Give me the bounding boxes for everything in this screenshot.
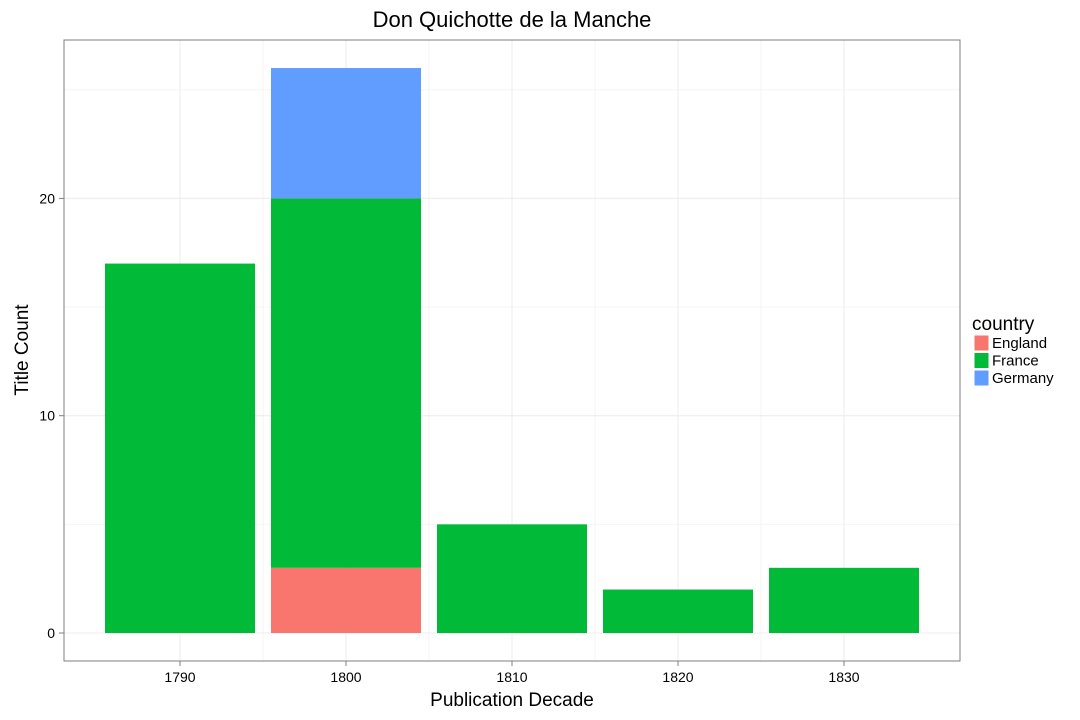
x-tick-label: 1810 [496,669,527,685]
bar-1830-france [769,567,919,633]
bar-1800-germany [271,68,421,199]
legend-label-germany: Germany [992,370,1054,387]
y-tick-label: 0 [47,625,55,641]
x-tick-label: 1830 [828,669,859,685]
x-tick-label: 1820 [662,669,693,685]
legend-swatch-england [973,334,990,352]
y-tick-label: 10 [39,408,55,424]
y-tick-label: 20 [39,190,55,206]
legend-label-france: France [992,353,1039,370]
y-axis-title: Title Count [12,304,33,396]
bar-1800-england [271,567,421,633]
bars [105,68,919,633]
bar-1810-france [437,524,587,633]
legend-swatch-france [973,352,990,369]
x-tick-label: 1790 [164,669,195,685]
legend-title: country [972,314,1035,335]
legend-swatch-germany [973,369,990,387]
x-axis-title: Publication Decade [430,690,594,711]
legend-label-england: England [992,335,1047,352]
x-tick-label: 1800 [330,669,361,685]
bar-1800-france [271,198,421,568]
bar-1820-france [603,589,753,633]
bar-1790-france [105,263,255,633]
axes: 0 10 20 1790 1800 1810 1820 1830 [39,190,859,685]
chart-title: Don Quichotte de la Manche [373,7,652,32]
